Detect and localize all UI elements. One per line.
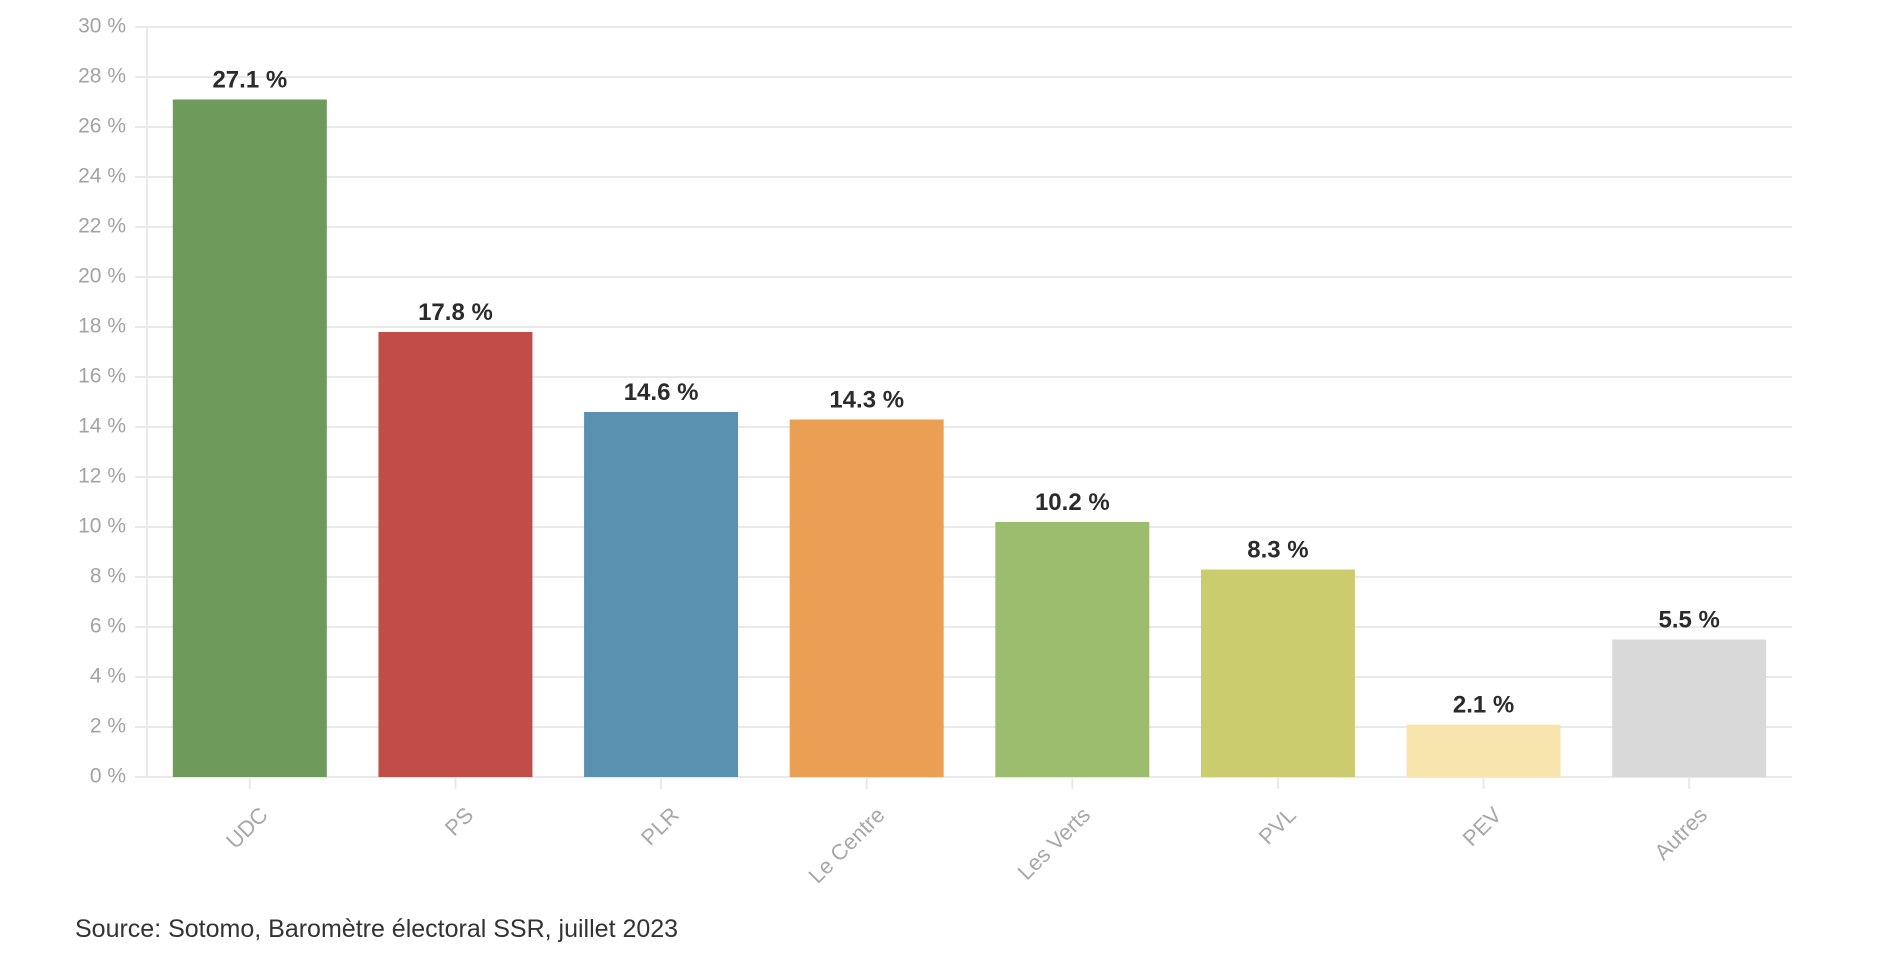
bar-pev	[1406, 724, 1561, 777]
y-tick-label: 22 %	[78, 215, 126, 238]
value-label: 8.3 %	[1247, 537, 1308, 564]
y-tick-label: 26 %	[78, 115, 126, 138]
bar-ps	[378, 332, 533, 777]
x-tick-label: PLR	[636, 802, 684, 850]
value-label: 10.2 %	[1035, 489, 1110, 516]
y-tick-label: 18 %	[78, 315, 126, 338]
value-label: 2.1 %	[1453, 692, 1514, 719]
y-tick-label: 16 %	[78, 365, 126, 388]
value-label: 14.3 %	[829, 387, 904, 414]
value-label: 5.5 %	[1659, 607, 1720, 634]
bar-chart: 0 % 2 % 4 % 6 % 8 % 10 % 12 % 14 % 16 % 18 % 20 % 2…	[78, 15, 1792, 888]
value-label: 27.1 %	[212, 67, 287, 94]
source-note: Source: Sotomo, Baromètre électoral SSR,…	[75, 915, 679, 943]
y-tick-label: 0 %	[90, 765, 126, 788]
bar-udc	[172, 99, 327, 777]
x-tick-label: PS	[440, 802, 478, 840]
value-label: 14.6 %	[624, 379, 699, 406]
y-tick-label: 12 %	[78, 465, 126, 488]
y-axis: 0 % 2 % 4 % 6 % 8 % 10 % 12 % 14 % 16 % 18 % 20 % 2…	[78, 15, 126, 788]
bar-le-centre	[789, 419, 944, 777]
y-tick-label: 20 %	[78, 265, 126, 288]
y-tick-label: 6 %	[90, 615, 126, 638]
bars: 27.1 % 17.8 % 14.6 % 14.3 % 10.2 % 8.3 % 2.1 %…	[172, 67, 1767, 777]
x-tick-label: UDC	[221, 802, 272, 853]
x-tick-label: PVL	[1254, 802, 1301, 849]
bar-les-verts	[995, 522, 1150, 777]
y-tick-label: 10 %	[78, 515, 126, 538]
value-label: 17.8 %	[418, 299, 493, 326]
y-tick-label: 4 %	[90, 665, 126, 688]
x-tick-label: Les Verts	[1013, 802, 1096, 885]
x-tick-label: Autres	[1649, 802, 1712, 865]
bar-autres	[1612, 639, 1767, 777]
bar-plr	[584, 412, 739, 777]
bar-pvl	[1200, 569, 1355, 777]
x-axis: UDC PS PLR Le Centre Les Verts PVL PEV Autres	[221, 777, 1712, 888]
x-tick-label: PEV	[1458, 802, 1507, 851]
y-tick-label: 30 %	[78, 15, 126, 38]
y-tick-label: 24 %	[78, 165, 126, 188]
y-tick-label: 8 %	[90, 565, 126, 588]
y-tick-label: 2 %	[90, 715, 126, 738]
y-tick-label: 28 %	[78, 65, 126, 88]
y-tick-label: 14 %	[78, 415, 126, 438]
x-tick-label: Le Centre	[804, 802, 890, 888]
